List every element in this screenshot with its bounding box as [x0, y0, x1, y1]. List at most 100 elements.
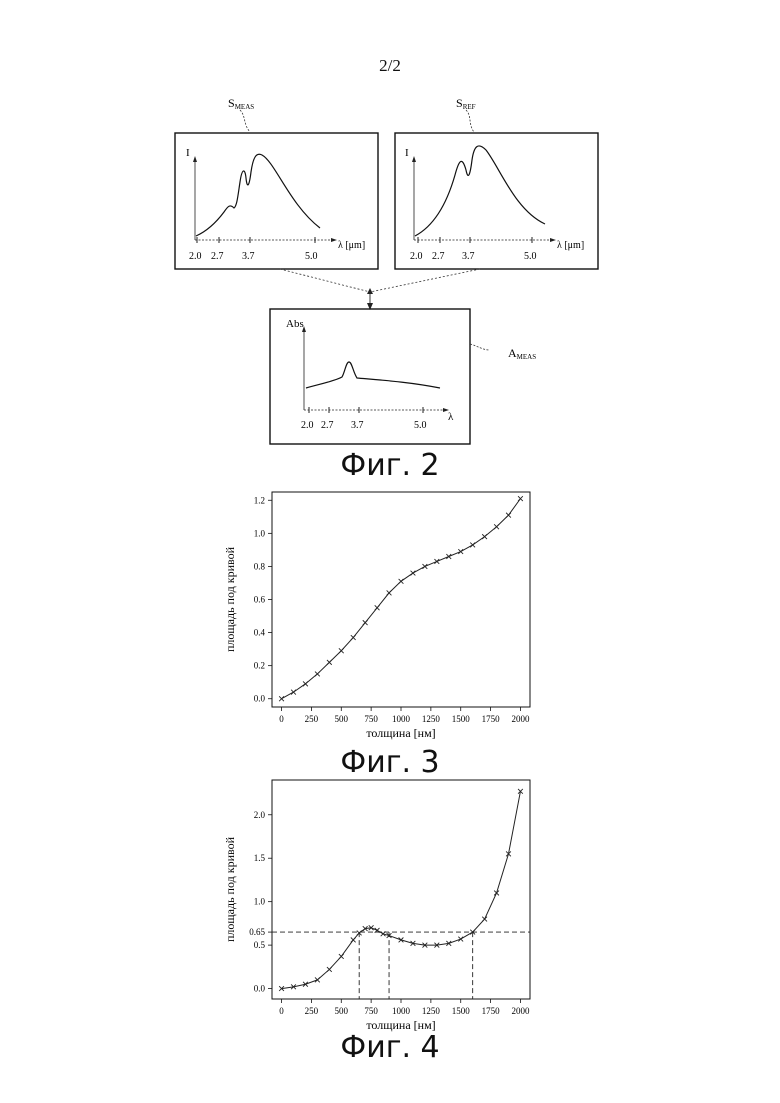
s-meas-ticks: 2.0 2.7 3.7 5.0: [189, 237, 318, 262]
y-tick-label: 0.0: [254, 984, 266, 994]
x-tick-label: 1000: [392, 714, 411, 724]
s-ref-curve: [415, 146, 545, 236]
x-tick-label: 1250: [422, 1006, 441, 1016]
data-point: [303, 681, 308, 686]
s-meas-x-label: λ [μm]: [338, 240, 365, 251]
tick-label: 3.7: [462, 251, 475, 262]
x-tick-label: 1250: [422, 714, 441, 724]
data-point: [327, 660, 332, 665]
x-tick-label: 2000: [511, 1006, 530, 1016]
plot-frame: [272, 492, 530, 707]
data-point: [494, 524, 499, 529]
y-tick-label: 0.2: [254, 661, 265, 671]
tick-label: 5.0: [524, 251, 537, 262]
figure-3-chart: 0 250 500 750 1000 1250 1500 1750 2000 0.0 0.2 0.4 0…: [0, 480, 780, 750]
tick-label: 5.0: [414, 420, 427, 431]
series-line: [282, 499, 521, 699]
tick-label: 2.7: [432, 251, 445, 262]
data-point: [482, 917, 487, 922]
a-meas-y-label: Abs: [286, 318, 304, 330]
figure-2-caption: Фиг. 2: [0, 448, 780, 483]
data-point: [327, 967, 332, 972]
a-meas-label: AMEAS: [508, 346, 536, 361]
data-point: [446, 554, 451, 559]
s-ref-y-label: I: [405, 147, 409, 159]
tick-label: 3.7: [351, 420, 364, 431]
y-tick-label: 0.4: [254, 628, 266, 638]
tick-label: 2.7: [211, 251, 224, 262]
data-point: [458, 549, 463, 554]
a-meas-leader: [470, 344, 490, 350]
connector-arrowhead-top: [367, 288, 373, 294]
x-tick-label: 1500: [452, 714, 471, 724]
data-point: [279, 696, 284, 701]
x-tick-label: 500: [335, 714, 349, 724]
s-ref-ticks: 2.0 2.7 3.7 5.0: [410, 237, 537, 262]
y-axis-label: площадь под кривой: [223, 546, 237, 652]
y-tick-label: 0.5: [254, 940, 266, 950]
data-point: [458, 937, 463, 942]
a-meas-curve: [306, 362, 440, 388]
figure-2-diagram: SMEAS I λ [μm] 2.0 2.7 3.7 5.0 SREF I λ …: [0, 0, 780, 470]
data-point: [482, 534, 487, 539]
s-ref-x-label: λ [μm]: [557, 240, 584, 251]
figure-4-caption: Фиг. 4: [0, 1030, 780, 1065]
s-ref-label: SREF: [456, 96, 476, 111]
data-point: [422, 564, 427, 569]
tick-label: 2.0: [410, 251, 423, 262]
s-meas-y-label: I: [186, 147, 190, 159]
x-tick-label: 0: [279, 1006, 284, 1016]
x-tick-label: 1750: [482, 1006, 501, 1016]
data-point: [315, 977, 320, 982]
data-point: [411, 571, 416, 576]
x-tick-label: 750: [364, 714, 378, 724]
x-tick-label: 1000: [392, 1006, 411, 1016]
data-point: [518, 496, 523, 501]
x-tick-label: 250: [305, 714, 319, 724]
x-tick-label: 750: [364, 1006, 378, 1016]
s-ref-x-arrow: [550, 238, 556, 242]
x-tick-label: 500: [335, 1006, 349, 1016]
y-tick-label: 0.0: [254, 694, 266, 704]
data-point: [315, 672, 320, 677]
s-meas-label: SMEAS: [228, 96, 254, 111]
plot-frame: [272, 780, 530, 999]
s-meas-leader: [240, 110, 250, 132]
data-point: [351, 635, 356, 640]
y-tick-label: 0.65: [249, 927, 265, 937]
data-point: [363, 620, 368, 625]
tick-label: 3.7: [242, 251, 255, 262]
y-tick-label: 0.6: [254, 595, 266, 605]
x-tick-label: 0: [279, 714, 284, 724]
panel-connectors: [280, 269, 480, 292]
data-point: [399, 579, 404, 584]
data-point: [387, 590, 392, 595]
x-tick-label: 1750: [482, 714, 501, 724]
y-axis-label: площадь под кривой: [223, 836, 237, 942]
y-tick-label: 1.0: [254, 897, 266, 907]
x-tick-label: 250: [305, 1006, 319, 1016]
s-ref-y-arrow: [412, 156, 416, 162]
tick-label: 5.0: [305, 251, 318, 262]
s-meas-x-arrow: [331, 238, 337, 242]
a-meas-ticks: 2.0 2.7 3.7 5.0: [301, 407, 427, 431]
data-point: [339, 648, 344, 653]
tick-label: 2.7: [321, 420, 334, 431]
tick-label: 2.0: [189, 251, 202, 262]
y-tick-label: 2.0: [254, 810, 266, 820]
data-point: [339, 954, 344, 959]
s-ref-leader: [466, 110, 474, 132]
data-point: [291, 690, 296, 695]
x-tick-label: 2000: [511, 714, 530, 724]
y-tick-label: 1.2: [254, 495, 265, 505]
y-tick-label: 1.0: [254, 528, 266, 538]
figure-4-chart: 0 250 500 750 1000 1250 1500 1750 2000 0.0 0.5 0.65…: [0, 770, 780, 1040]
y-tick-label: 0.8: [254, 561, 266, 571]
s-meas-y-arrow: [193, 156, 197, 162]
x-tick-label: 1500: [452, 1006, 471, 1016]
data-point: [470, 543, 475, 548]
tick-label: 2.0: [301, 420, 314, 431]
x-axis-label: толщина [нм]: [366, 726, 435, 740]
data-point: [351, 938, 356, 943]
data-point: [375, 605, 380, 610]
